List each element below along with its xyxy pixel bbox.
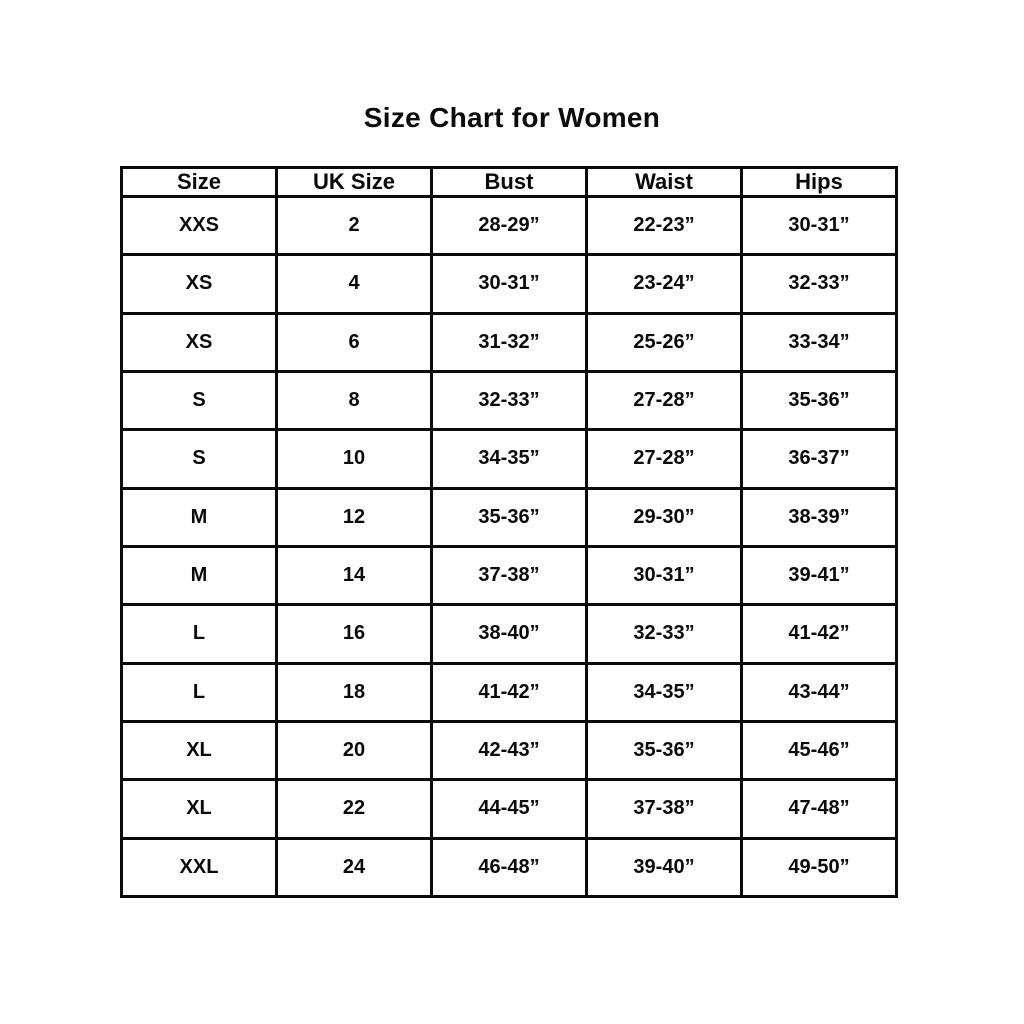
table-cell: 4 xyxy=(275,253,433,315)
table-cell: L xyxy=(120,661,278,723)
table-head: Size UK Size Bust Waist Hips xyxy=(120,166,898,198)
table-cell: XS xyxy=(120,311,278,373)
table-row: XS 6 31-32” 25-26” 33-34” xyxy=(120,311,898,373)
column-header-bust: Bust xyxy=(430,166,588,198)
table-row: L 18 41-42” 34-35” 43-44” xyxy=(120,661,898,723)
table-row: M 12 35-36” 29-30” 38-39” xyxy=(120,486,898,548)
table-cell: S xyxy=(120,428,278,490)
table-cell: XXS xyxy=(120,194,278,257)
table-cell: 44-45” xyxy=(430,778,588,840)
table-cell: XXL xyxy=(120,836,278,899)
column-header-waist: Waist xyxy=(585,166,743,198)
table-cell: 14 xyxy=(275,544,433,607)
table-cell: M xyxy=(120,544,278,607)
table-cell: 27-28” xyxy=(585,369,743,432)
table-cell: 33-34” xyxy=(740,311,898,373)
table-cell: 38-39” xyxy=(740,486,898,548)
table-cell: 8 xyxy=(275,369,433,432)
table-cell: 49-50” xyxy=(740,836,898,899)
table-cell: 32-33” xyxy=(430,369,588,432)
table-cell: 30-31” xyxy=(585,544,743,607)
table-row: L 16 38-40” 32-33” 41-42” xyxy=(120,603,898,665)
table-cell: 30-31” xyxy=(430,253,588,315)
table-cell: 47-48” xyxy=(740,778,898,840)
table-cell: 28-29” xyxy=(430,194,588,257)
header-row: Size UK Size Bust Waist Hips xyxy=(120,166,898,198)
table-cell: 6 xyxy=(275,311,433,373)
column-header-uk-size: UK Size xyxy=(275,166,433,198)
table-row: XS 4 30-31” 23-24” 32-33” xyxy=(120,253,898,315)
table-cell: M xyxy=(120,486,278,548)
table-cell: 32-33” xyxy=(740,253,898,315)
table-cell: 39-40” xyxy=(585,836,743,899)
table-row: XXS 2 28-29” 22-23” 30-31” xyxy=(120,194,898,257)
table-body: XXS 2 28-29” 22-23” 30-31” XS 4 30-31” 23-24” 32-… xyxy=(120,194,898,899)
table-cell: 10 xyxy=(275,428,433,490)
table-cell: 32-33” xyxy=(585,603,743,665)
table-cell: 39-41” xyxy=(740,544,898,607)
table-row: S 10 34-35” 27-28” 36-37” xyxy=(120,428,898,490)
table-cell: 20 xyxy=(275,719,433,782)
table-cell: 24 xyxy=(275,836,433,899)
table-cell: 41-42” xyxy=(740,603,898,665)
table-cell: 27-28” xyxy=(585,428,743,490)
size-chart-table: Size UK Size Bust Waist Hips XXS 2 28-29” 22-23… xyxy=(120,166,898,899)
table-cell: 35-36” xyxy=(585,719,743,782)
page-title: Size Chart for Women xyxy=(363,102,661,133)
table-cell: 23-24” xyxy=(585,253,743,315)
table-cell: 38-40” xyxy=(430,603,588,665)
table-cell: 36-37” xyxy=(740,428,898,490)
table-cell: L xyxy=(120,603,278,665)
table-cell: 35-36” xyxy=(740,369,898,432)
table-cell: XL xyxy=(120,719,278,782)
column-header-size: Size xyxy=(120,166,278,198)
table-row: XXL 24 46-48” 39-40” 49-50” xyxy=(120,836,898,899)
table-cell: 37-38” xyxy=(585,778,743,840)
table-cell: 31-32” xyxy=(430,311,588,373)
table-cell: 42-43” xyxy=(430,719,588,782)
table-cell: S xyxy=(120,369,278,432)
table-cell: 45-46” xyxy=(740,719,898,782)
table-cell: 37-38” xyxy=(430,544,588,607)
table-cell: 30-31” xyxy=(740,194,898,257)
table-cell: XL xyxy=(120,778,278,840)
table-cell: 16 xyxy=(275,603,433,665)
column-header-hips: Hips xyxy=(740,166,898,198)
table-cell: 25-26” xyxy=(585,311,743,373)
table-cell: 34-35” xyxy=(430,428,588,490)
table-row: XL 22 44-45” 37-38” 47-48” xyxy=(120,778,898,840)
table-cell: 43-44” xyxy=(740,661,898,723)
table-row: XL 20 42-43” 35-36” 45-46” xyxy=(120,719,898,782)
table-cell: 29-30” xyxy=(585,486,743,548)
table-row: M 14 37-38” 30-31” 39-41” xyxy=(120,544,898,607)
table-cell: 22 xyxy=(275,778,433,840)
table-cell: 12 xyxy=(275,486,433,548)
table-cell: 41-42” xyxy=(430,661,588,723)
table-cell: 35-36” xyxy=(430,486,588,548)
table-cell: 18 xyxy=(275,661,433,723)
table-row: S 8 32-33” 27-28” 35-36” xyxy=(120,369,898,432)
table-cell: 2 xyxy=(275,194,433,257)
table-cell: 34-35” xyxy=(585,661,743,723)
table-cell: XS xyxy=(120,253,278,315)
table-cell: 46-48” xyxy=(430,836,588,899)
table-cell: 22-23” xyxy=(585,194,743,257)
